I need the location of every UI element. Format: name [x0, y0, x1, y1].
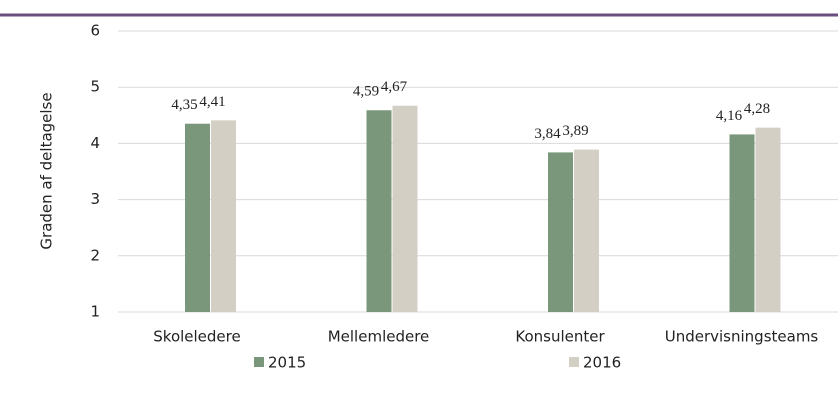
legend-label: 2016: [583, 354, 621, 372]
y-tick-label: 3: [90, 190, 100, 208]
x-tick-label: Konsulenter: [515, 328, 605, 346]
bar: [755, 127, 781, 312]
x-tick-label: Mellemledere: [328, 328, 430, 346]
legend-swatch: [254, 357, 264, 367]
bar: [574, 149, 599, 312]
y-tick-label: 6: [90, 22, 100, 40]
bar: [366, 110, 392, 312]
y-tick-label: 5: [90, 78, 100, 96]
data-label: 4,16: [716, 108, 743, 124]
data-label: 4,28: [744, 101, 770, 117]
legend-label: 2015: [268, 354, 306, 372]
bar: [392, 105, 418, 312]
bar: [548, 152, 573, 312]
y-tick-label: 4: [90, 134, 100, 152]
bar: [211, 120, 236, 312]
y-axis-title: Graden af deltagelse: [38, 92, 56, 249]
data-label: 4,41: [199, 94, 225, 110]
x-tick-label: Skoleledere: [153, 328, 240, 346]
x-tick-label: Undervisningsteams: [665, 328, 819, 346]
bar: [729, 134, 755, 312]
bar: [185, 123, 210, 312]
data-label: 3,84: [534, 126, 561, 142]
y-tick-label: 2: [90, 246, 100, 264]
data-label: 4,35: [171, 97, 197, 113]
legend-swatch: [569, 357, 579, 367]
data-label: 4,67: [381, 79, 408, 95]
data-label: 3,89: [562, 123, 588, 139]
data-label: 4,59: [353, 84, 379, 100]
y-tick-label: 1: [90, 303, 100, 321]
